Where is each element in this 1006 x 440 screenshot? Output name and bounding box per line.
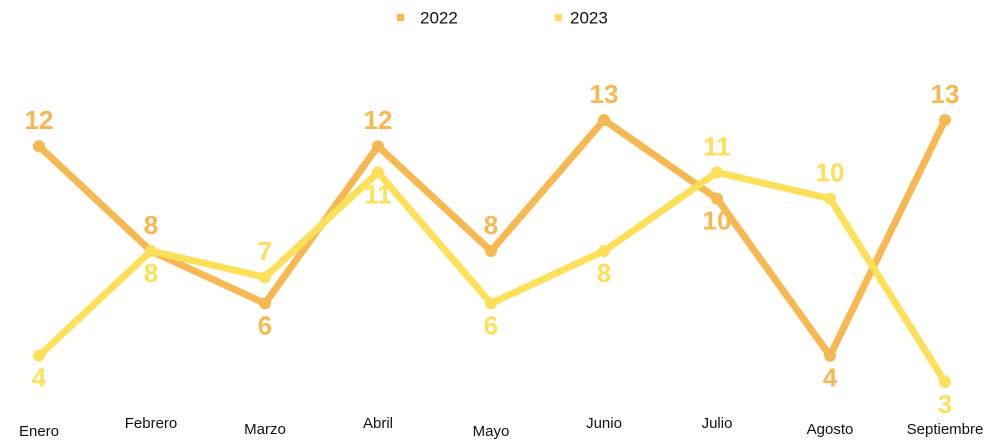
point: [372, 140, 384, 153]
point: [824, 192, 836, 205]
point: [598, 114, 610, 126]
x-tick-label: Agosto: [807, 421, 854, 438]
point: [33, 140, 45, 153]
data-label: 8: [484, 210, 498, 240]
x-tick-label: Febrero: [125, 415, 178, 432]
point: [824, 349, 836, 362]
data-label: 12: [25, 105, 54, 135]
x-tick-label: Enero: [19, 423, 59, 440]
series-line: [36, 168, 948, 384]
x-tick-label: Septiembre: [907, 421, 984, 438]
point: [145, 245, 157, 257]
data-label: 13: [931, 79, 960, 109]
x-tick-label: Julio: [702, 415, 733, 432]
x-tick-label: Marzo: [244, 421, 286, 438]
point: [485, 245, 497, 257]
data-label: 6: [484, 310, 498, 340]
legend-label: 2023: [570, 8, 608, 27]
data-label: 12: [364, 105, 393, 135]
data-label: 4: [32, 363, 47, 393]
point: [711, 192, 723, 205]
point: [939, 114, 951, 126]
legend-label: 2022: [420, 8, 458, 27]
data-label: 10: [816, 157, 845, 187]
point: [939, 376, 951, 388]
data-label: 8: [597, 258, 611, 288]
data-label: 8: [144, 210, 158, 240]
point: [259, 271, 271, 284]
legend-marker: [397, 14, 404, 21]
point: [485, 297, 497, 310]
data-label: 7: [258, 236, 272, 266]
point: [598, 245, 610, 257]
point: [259, 297, 271, 310]
data-label: 10: [703, 205, 732, 235]
data-label: 11: [703, 131, 731, 161]
data-label: 8: [144, 258, 158, 288]
legend-marker: [555, 14, 562, 21]
data-label: 3: [938, 389, 952, 419]
data-label: 11: [364, 179, 392, 209]
point: [33, 349, 45, 362]
data-label: 13: [590, 79, 619, 109]
point: [711, 166, 723, 179]
x-tick-label: Mayo: [473, 423, 510, 440]
x-tick-label: Abril: [363, 415, 393, 432]
data-label: 6: [258, 310, 272, 340]
x-tick-label: Junio: [586, 415, 622, 432]
point: [372, 166, 384, 179]
data-label: 4: [823, 363, 838, 393]
